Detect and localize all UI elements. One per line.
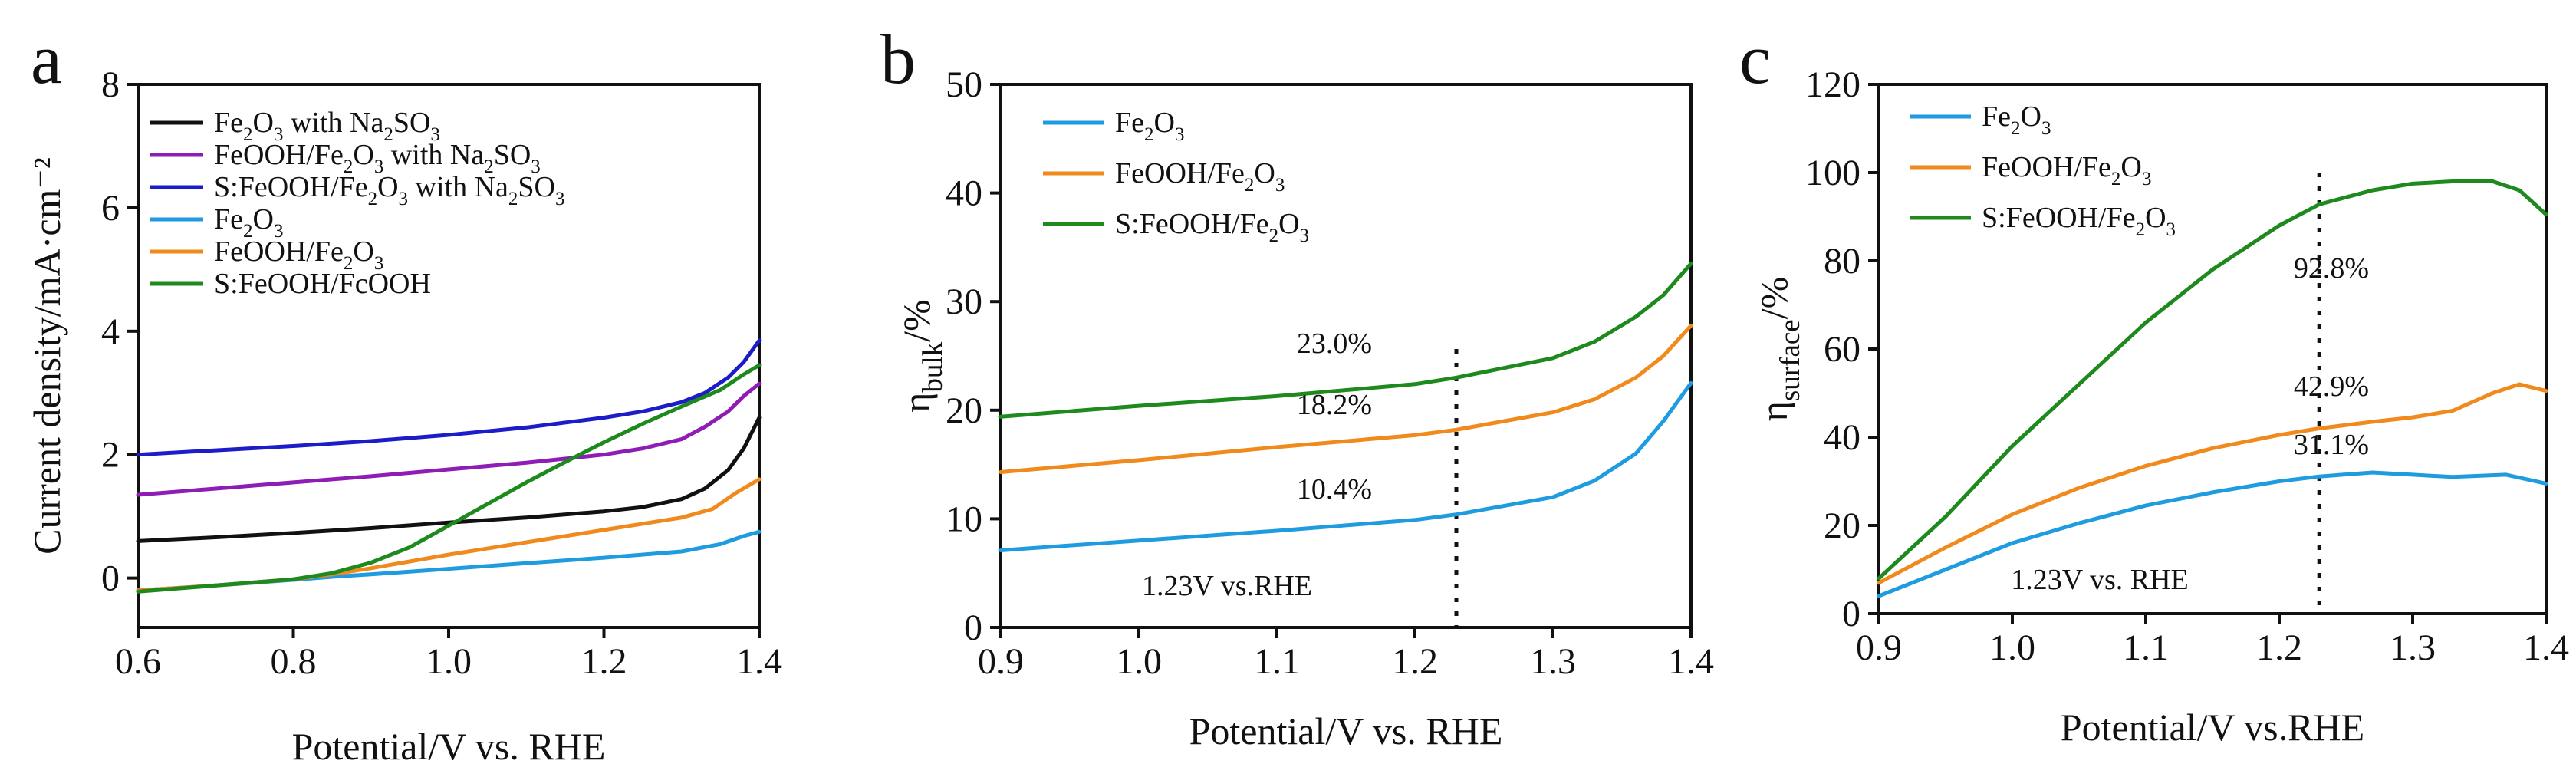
- y-tick-label: 20: [1824, 505, 1860, 546]
- panel-letter-c: c: [1739, 20, 1771, 98]
- panel-c-xlabel: Potential/V vs.RHE: [2061, 706, 2364, 749]
- y-tick-label: 8: [101, 64, 120, 105]
- panel-a-series: [136, 338, 762, 594]
- series-line-1: [136, 416, 762, 543]
- panel-c-frame: [1877, 83, 2548, 615]
- y-tick-label: 0: [964, 607, 982, 648]
- y-tick-label: 40: [1824, 417, 1860, 458]
- panel-a-ylabel: Current density/mA·cm⁻²: [25, 157, 68, 555]
- guide-label: 1.23V vs. RHE: [2011, 564, 2189, 596]
- legend-label: FeOOH/Fe2O3: [1982, 151, 2151, 189]
- series-line-4: [136, 529, 762, 593]
- legend-label: Fe2O3: [1115, 107, 1184, 145]
- panel-b-ylabel: ηbulk/%: [895, 299, 949, 412]
- value-annotation: 23.0%: [1297, 328, 1372, 360]
- legend-label: Fe2O3 with Na2SO3: [214, 107, 440, 145]
- y-tick-label: 10: [946, 499, 982, 539]
- value-annotation: 18.2%: [1297, 389, 1372, 421]
- x-tick-label: 1.2: [581, 641, 627, 682]
- series-line-2: [998, 323, 1693, 474]
- panel-c-ticks: 0.9 1.0 1.1 1.2 1.3 1.4 0 20 40 60 80 100 120: [1805, 64, 2569, 668]
- panel-b-chart: 0.9 1.0 1.1 1.2 1.3 1.4 0 10 20 30 40 50 1.23V vs.R…: [895, 64, 1714, 752]
- value-annotation: 31.1%: [2294, 429, 2369, 461]
- series-line-2: [1877, 382, 2548, 585]
- x-tick-label: 1.2: [1392, 641, 1438, 682]
- x-tick-label: 1.1: [2123, 627, 2169, 668]
- y-tick-label: 20: [946, 390, 982, 431]
- panel-b-frame: [999, 83, 1693, 629]
- panel-a-xlabel: Potential/V vs. RHE: [292, 725, 606, 768]
- panel-c-chart: 0.9 1.0 1.1 1.2 1.3 1.4 0 20 40 60 80 100 120 1.23V …: [1752, 64, 2569, 749]
- x-tick-label: 1.3: [2390, 627, 2436, 668]
- y-tick-label: 0: [1842, 594, 1860, 634]
- series-line-6: [136, 363, 762, 594]
- series-line-3: [998, 262, 1693, 419]
- panel-b-legend: Fe2O3 FeOOH/Fe2O3 S:FeOOH/Fe2O3: [1043, 107, 1309, 246]
- x-tick-label: 0.6: [115, 641, 161, 682]
- y-tick-label: 120: [1805, 64, 1860, 105]
- x-tick-label: 1.0: [1989, 627, 2035, 668]
- panel-c-annotations: 92.8% 42.9% 31.1%: [2294, 252, 2369, 461]
- legend-label: FeOOH/Fe2O3: [214, 235, 383, 274]
- y-tick-label: 6: [101, 188, 120, 229]
- series-line-3: [1877, 179, 2548, 581]
- series-line-2: [136, 381, 762, 497]
- legend-label: FeOOH/Fe2O3 with Na2SO3: [214, 139, 541, 177]
- legend-label: S:FeOOH/Fe2O3 with Na2SO3: [214, 171, 564, 209]
- x-tick-label: 1.4: [1668, 641, 1714, 682]
- y-tick-label: 100: [1805, 153, 1860, 193]
- legend-label: S:FeOOH/Fe2O3: [1115, 208, 1309, 246]
- legend-label: Fe2O3: [214, 203, 283, 242]
- series-line-1: [1877, 470, 2548, 598]
- guide-label: 1.23V vs.RHE: [1142, 570, 1312, 602]
- series-line-1: [998, 380, 1693, 552]
- panel-b-ticks: 0.9 1.0 1.1 1.2 1.3 1.4 0 10 20 30 40 50: [946, 64, 1714, 682]
- value-annotation: 92.8%: [2294, 252, 2369, 285]
- value-annotation: 10.4%: [1297, 473, 1372, 505]
- legend-label: S:FeOOH/Fe2O3: [1982, 202, 2176, 240]
- panel-letter-b: b: [880, 20, 916, 98]
- x-tick-label: 1.4: [736, 641, 782, 682]
- legend-label: S:FeOOH/FcOOH: [214, 268, 431, 300]
- panel-b-annotations: 23.0% 18.2% 10.4%: [1297, 328, 1372, 505]
- panel-c-guide: 1.23V vs. RHE: [2011, 173, 2321, 614]
- x-tick-label: 1.4: [2523, 627, 2569, 668]
- panel-letter-a: a: [31, 20, 62, 98]
- x-tick-label: 0.9: [1856, 627, 1902, 668]
- y-tick-label: 60: [1824, 329, 1860, 370]
- series-line-3: [136, 338, 762, 457]
- legend-label: FeOOH/Fe2O3: [1115, 157, 1285, 196]
- panel-c-ylabel: ηsurface/%: [1752, 277, 1806, 422]
- x-tick-label: 1.0: [1116, 641, 1162, 682]
- x-tick-label: 1.2: [2256, 627, 2302, 668]
- panel-b-series: [998, 262, 1693, 552]
- x-tick-label: 1.3: [1530, 641, 1576, 682]
- x-tick-label: 1.1: [1254, 641, 1300, 682]
- panel-c-series: [1877, 179, 2548, 598]
- panel-a-ticks: 0.6 0.8 1.0 1.2 1.4 0 2 4 6 8: [101, 64, 782, 682]
- panel-b-xlabel: Potential/V vs. RHE: [1189, 710, 1503, 752]
- panel-b-guide: 1.23V vs.RHE: [1142, 349, 1459, 627]
- x-tick-label: 0.8: [271, 641, 317, 682]
- y-tick-label: 30: [946, 281, 982, 322]
- y-tick-label: 2: [101, 435, 120, 476]
- y-tick-label: 4: [101, 311, 120, 352]
- x-tick-label: 0.9: [978, 641, 1024, 682]
- y-tick-label: 40: [946, 173, 982, 214]
- y-tick-label: 50: [946, 64, 982, 105]
- value-annotation: 42.9%: [2294, 370, 2369, 403]
- legend-label: Fe2O3: [1982, 100, 2051, 139]
- panel-c-legend: Fe2O3 FeOOH/Fe2O3 S:FeOOH/Fe2O3: [1910, 100, 2176, 240]
- y-tick-label: 0: [101, 558, 120, 599]
- y-tick-label: 80: [1824, 241, 1860, 281]
- x-tick-label: 1.0: [426, 641, 472, 682]
